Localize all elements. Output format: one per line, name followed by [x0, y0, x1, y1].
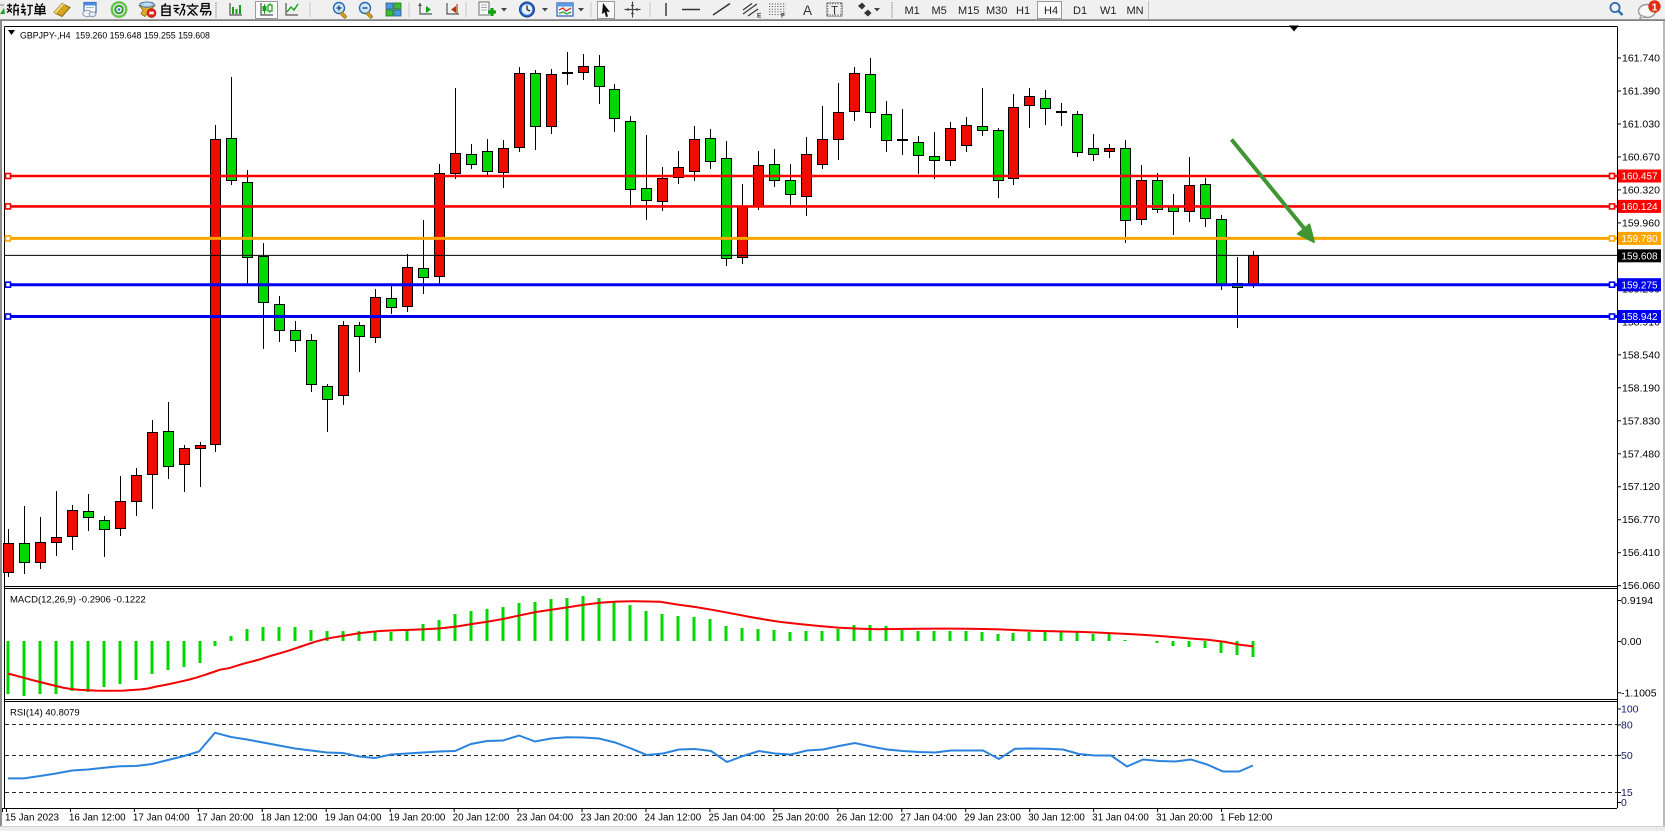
svg-text:18 Jan 12:00: 18 Jan 12:00 — [261, 813, 318, 824]
svg-text:19 Jan 20:00: 19 Jan 20:00 — [389, 813, 446, 824]
svg-text:1 Feb 12:00: 1 Feb 12:00 — [1220, 813, 1273, 824]
svg-text:M1: M1 — [905, 5, 920, 17]
svg-text:31 Jan 20:00: 31 Jan 20:00 — [1156, 813, 1213, 824]
svg-text:156.770: 156.770 — [1622, 514, 1660, 526]
svg-text:0: 0 — [1621, 797, 1627, 809]
svg-text:-1.1005: -1.1005 — [1621, 687, 1657, 699]
svg-text:24 Jan 12:00: 24 Jan 12:00 — [645, 813, 702, 824]
svg-text:160.124: 160.124 — [1621, 202, 1658, 213]
svg-text:158.942: 158.942 — [1621, 312, 1658, 323]
svg-text:158.190: 158.190 — [1622, 382, 1660, 394]
svg-text:A: A — [803, 3, 812, 18]
svg-text:100: 100 — [1621, 704, 1639, 716]
svg-text:25 Jan 04:00: 25 Jan 04:00 — [708, 813, 765, 824]
svg-text:23 Jan 20:00: 23 Jan 20:00 — [581, 813, 638, 824]
svg-text:159.608: 159.608 — [1621, 251, 1658, 262]
svg-text:157.120: 157.120 — [1622, 481, 1660, 493]
svg-text:MN: MN — [1127, 5, 1144, 17]
svg-text:15 Jan 2023: 15 Jan 2023 — [5, 813, 59, 824]
svg-text:159.780: 159.780 — [1621, 234, 1658, 245]
svg-text:0.9194: 0.9194 — [1621, 595, 1653, 607]
svg-text:156.060: 156.060 — [1622, 580, 1660, 592]
svg-text:158.540: 158.540 — [1622, 349, 1660, 361]
svg-text:M30: M30 — [986, 5, 1007, 17]
svg-text:M5: M5 — [932, 5, 947, 17]
svg-text:RSI(14) 40.8079: RSI(14) 40.8079 — [10, 708, 80, 719]
svg-text:160.320: 160.320 — [1622, 184, 1660, 196]
svg-text:W1: W1 — [1100, 5, 1117, 17]
svg-text:160.670: 160.670 — [1622, 151, 1660, 163]
svg-text:160.457: 160.457 — [1621, 172, 1658, 183]
svg-text:GBPJPY-,H4 159.260 159.648 15: GBPJPY-,H4 159.260 159.648 159.255 159.6… — [20, 31, 210, 41]
svg-text:20 Jan 12:00: 20 Jan 12:00 — [453, 813, 510, 824]
svg-text:30 Jan 12:00: 30 Jan 12:00 — [1028, 813, 1085, 824]
svg-text:27 Jan 04:00: 27 Jan 04:00 — [900, 813, 957, 824]
svg-text:157.480: 157.480 — [1622, 448, 1660, 460]
svg-text:D1: D1 — [1073, 5, 1087, 17]
svg-text:31 Jan 04:00: 31 Jan 04:00 — [1092, 813, 1149, 824]
svg-text:50: 50 — [1621, 750, 1633, 762]
svg-text:17 Jan 20:00: 17 Jan 20:00 — [197, 813, 254, 824]
svg-text:23 Jan 04:00: 23 Jan 04:00 — [517, 813, 574, 824]
svg-text:T: T — [831, 6, 838, 18]
svg-text:E: E — [757, 13, 762, 20]
svg-text:M15: M15 — [958, 5, 979, 17]
svg-text:0.00: 0.00 — [1621, 636, 1642, 648]
svg-text:26 Jan 12:00: 26 Jan 12:00 — [836, 813, 893, 824]
svg-text:159.275: 159.275 — [1621, 280, 1658, 291]
svg-text:29 Jan 23:00: 29 Jan 23:00 — [964, 813, 1021, 824]
svg-text:H4: H4 — [1044, 5, 1058, 17]
svg-text:F: F — [781, 13, 785, 20]
svg-text:159.960: 159.960 — [1622, 217, 1660, 229]
svg-text:157.830: 157.830 — [1622, 415, 1660, 427]
svg-text:156.410: 156.410 — [1622, 547, 1660, 559]
svg-text:25 Jan 20:00: 25 Jan 20:00 — [772, 813, 829, 824]
svg-text:80: 80 — [1621, 719, 1633, 731]
svg-text:15: 15 — [1621, 787, 1633, 799]
svg-text:161.030: 161.030 — [1622, 118, 1660, 130]
svg-text:MACD(12,26,9) -0.2906 -0.1222: MACD(12,26,9) -0.2906 -0.1222 — [10, 595, 146, 606]
svg-text:1: 1 — [1652, 2, 1658, 14]
svg-text:16 Jan 12:00: 16 Jan 12:00 — [69, 813, 126, 824]
svg-text:161.740: 161.740 — [1622, 53, 1660, 65]
svg-text:17 Jan 04:00: 17 Jan 04:00 — [133, 813, 190, 824]
svg-text:H1: H1 — [1016, 5, 1030, 17]
svg-text:161.390: 161.390 — [1622, 85, 1660, 97]
svg-text:19 Jan 04:00: 19 Jan 04:00 — [325, 813, 382, 824]
